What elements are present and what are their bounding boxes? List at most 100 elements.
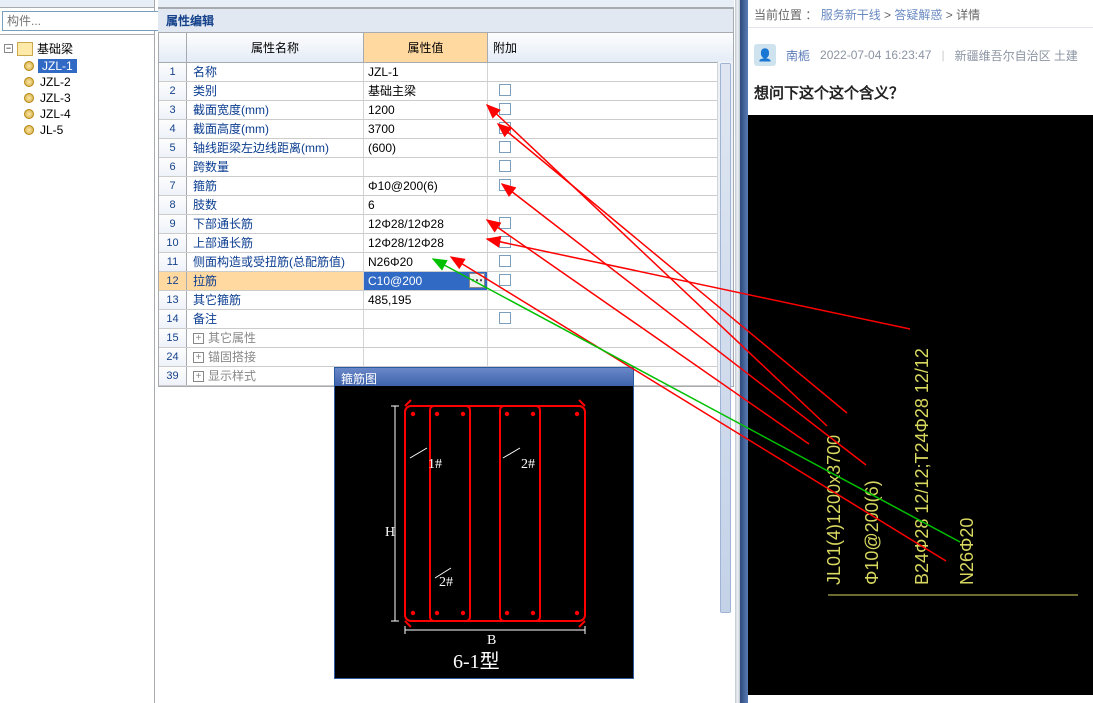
tree-item[interactable]: JZL-2 xyxy=(24,74,152,90)
checkbox[interactable] xyxy=(499,255,511,267)
property-grid: 属性名称 属性值 附加 1名称JZL-12类别基础主梁3截面宽度(mm)1200… xyxy=(158,33,734,387)
label-1: 1# xyxy=(428,457,442,472)
prop-name: 轴线距梁左边线距离(mm) xyxy=(187,139,364,157)
prop-value[interactable]: (600) xyxy=(364,139,488,157)
grid-row[interactable]: 6跨数量 xyxy=(159,158,733,177)
tree-item[interactable]: JL-5 xyxy=(24,122,152,138)
region: 新疆维吾尔自治区 土建 xyxy=(955,47,1078,64)
grid-row[interactable]: 2类别基础主梁 xyxy=(159,82,733,101)
prop-extra xyxy=(488,82,522,100)
collapse-icon[interactable]: − xyxy=(4,44,13,53)
prop-value[interactable]: C10@200⋯ xyxy=(364,272,488,290)
grid-row[interactable]: 14备注 xyxy=(159,310,733,329)
grid-row[interactable]: 5轴线距梁左边线距离(mm)(600) xyxy=(159,139,733,158)
prop-name: 肢数 xyxy=(187,196,364,214)
prop-value[interactable]: 6 xyxy=(364,196,488,214)
grid-row[interactable]: 1名称JZL-1 xyxy=(159,63,733,82)
scroll-thumb[interactable] xyxy=(720,63,731,613)
grid-row[interactable]: 10上部通长筋12Φ28/12Φ28 xyxy=(159,234,733,253)
ellipsis-button[interactable]: ⋯ xyxy=(469,273,485,288)
row-num: 9 xyxy=(159,215,187,233)
tree-root[interactable]: − 基础梁 xyxy=(2,39,152,58)
prop-extra xyxy=(488,253,522,271)
prop-extra xyxy=(488,272,522,290)
checkbox[interactable] xyxy=(499,217,511,229)
prop-value[interactable] xyxy=(364,310,488,328)
prop-value[interactable]: 485,195 xyxy=(364,291,488,309)
checkbox[interactable] xyxy=(499,236,511,248)
prop-value[interactable]: 3700 xyxy=(364,120,488,138)
grid-row[interactable]: 8肢数6 xyxy=(159,196,733,215)
prop-value[interactable] xyxy=(364,158,488,176)
grid-row[interactable]: 12拉筋C10@200⋯ xyxy=(159,272,733,291)
grid-row[interactable]: 4截面高度(mm)3700 xyxy=(159,120,733,139)
tree-item[interactable]: JZL-1 xyxy=(24,58,152,74)
crumb-1[interactable]: 服务新干线 xyxy=(821,8,881,22)
checkbox[interactable] xyxy=(499,179,511,191)
prop-value[interactable]: 12Φ28/12Φ28 xyxy=(364,234,488,252)
cad-view: JL01(4)1200x3700 Φ10@200(6) B24Φ28 12/12… xyxy=(748,115,1093,695)
grid-row[interactable]: 13其它箍筋485,195 xyxy=(159,291,733,310)
prop-name: 截面宽度(mm) xyxy=(187,101,364,119)
prop-name: 下部通长筋 xyxy=(187,215,364,233)
row-num: 2 xyxy=(159,82,187,100)
checkbox[interactable] xyxy=(499,122,511,134)
prop-value[interactable]: 基础主梁 xyxy=(364,82,488,100)
stirrup-title: 箍筋图 xyxy=(335,368,633,386)
prop-value[interactable]: Φ10@200(6) xyxy=(364,177,488,195)
toolbar-scrap xyxy=(0,0,154,8)
grid-row[interactable]: 11侧面构造或受扭筋(总配筋值)N26Φ20 xyxy=(159,253,733,272)
right-panel: 当前位置 ： 服务新干线 > 答疑解惑 > 详情 👤 南栀 2022-07-04… xyxy=(748,0,1093,703)
prop-extra xyxy=(488,63,522,81)
left-panel: − 基础梁 JZL-1JZL-2JZL-3JZL-4JL-5 xyxy=(0,0,155,703)
expand-icon[interactable]: + xyxy=(193,333,204,344)
crumb-2[interactable]: 答疑解惑 xyxy=(894,8,942,22)
row-num: 39 xyxy=(159,367,187,385)
label-B: B xyxy=(487,633,496,648)
prop-name: +锚固搭接 xyxy=(187,348,364,366)
row-num: 13 xyxy=(159,291,187,309)
search-input[interactable] xyxy=(2,11,167,31)
row-num: 3 xyxy=(159,101,187,119)
prop-value[interactable]: N26Φ20 xyxy=(364,253,488,271)
checkbox[interactable] xyxy=(499,84,511,96)
row-num: 6 xyxy=(159,158,187,176)
grid-expand-row[interactable]: 15+其它属性 xyxy=(159,329,733,348)
tree-root-label: 基础梁 xyxy=(37,40,73,57)
checkbox[interactable] xyxy=(499,141,511,153)
grid-row[interactable]: 7箍筋Φ10@200(6) xyxy=(159,177,733,196)
tree: − 基础梁 JZL-1JZL-2JZL-3JZL-4JL-5 xyxy=(0,35,154,142)
tree-item[interactable]: JZL-4 xyxy=(24,106,152,122)
expand-icon[interactable]: + xyxy=(193,371,204,382)
prop-name: +其它属性 xyxy=(187,329,364,347)
checkbox[interactable] xyxy=(499,312,511,324)
row-num: 11 xyxy=(159,253,187,271)
prop-value[interactable]: 1200 xyxy=(364,101,488,119)
prop-name: 类别 xyxy=(187,82,364,100)
grid-expand-row[interactable]: 24+锚固搭接 xyxy=(159,348,733,367)
grid-scrollbar[interactable] xyxy=(717,61,733,386)
expand-icon[interactable]: + xyxy=(193,352,204,363)
tree-item[interactable]: JZL-3 xyxy=(24,90,152,106)
prop-name: 拉筋 xyxy=(187,272,364,290)
checkbox[interactable] xyxy=(499,160,511,172)
prop-name: 截面高度(mm) xyxy=(187,120,364,138)
prop-value[interactable]: 12Φ28/12Φ28 xyxy=(364,215,488,233)
checkbox[interactable] xyxy=(499,103,511,115)
prop-extra xyxy=(488,177,522,195)
grid-row[interactable]: 9下部通长筋12Φ28/12Φ28 xyxy=(159,215,733,234)
prop-value[interactable]: JZL-1 xyxy=(364,63,488,81)
prop-extra xyxy=(488,120,522,138)
checkbox[interactable] xyxy=(499,274,511,286)
cad-line-0: JL01(4)1200x3700 xyxy=(824,435,844,585)
grid-header: 属性名称 属性值 附加 xyxy=(159,33,733,63)
row-num: 24 xyxy=(159,348,187,366)
label-2-bot: 2# xyxy=(439,575,453,590)
property-panel-title: 属性编辑 xyxy=(158,8,734,33)
label-H: H xyxy=(385,525,395,540)
prop-extra xyxy=(488,291,522,309)
grid-row[interactable]: 3截面宽度(mm)1200 xyxy=(159,101,733,120)
avatar: 👤 xyxy=(754,44,776,66)
col-extra-header: 附加 xyxy=(488,33,522,62)
prop-extra xyxy=(488,158,522,176)
